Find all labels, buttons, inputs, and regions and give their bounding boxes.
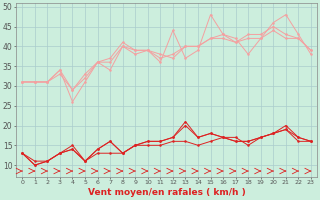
X-axis label: Vent moyen/en rafales ( km/h ): Vent moyen/en rafales ( km/h ) bbox=[88, 188, 245, 197]
